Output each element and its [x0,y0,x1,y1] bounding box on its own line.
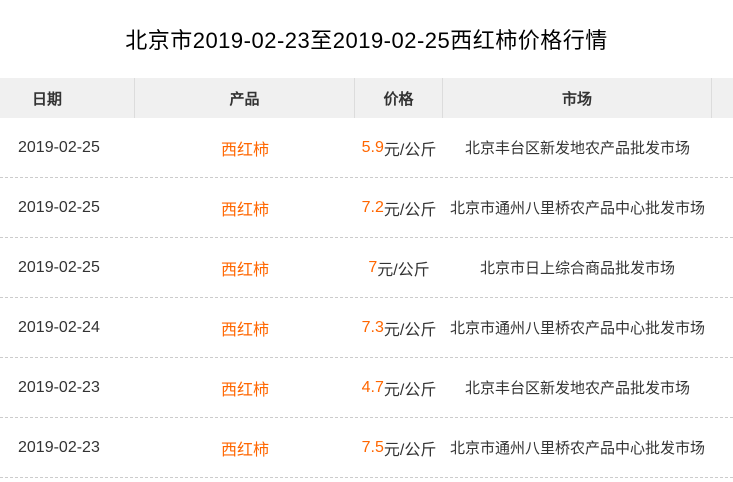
price-unit: 元/公斤 [383,441,437,459]
row-date: 2019-02-24 [18,318,100,336]
row-market: 北京市通州八里桥农产品中心批发市场 [449,440,705,457]
price-unit: 元/公斤 [383,381,437,399]
row-market: 北京丰台区新发地农产品批发市场 [464,140,690,157]
row-product: 西红柿 [220,381,269,399]
price-value: 7.5 [361,438,384,456]
row-price: 4.7 元/公斤 [355,376,443,400]
row-product: 西红柿 [220,141,269,159]
column-header-price: 价格 [355,78,443,118]
row-product: 西红柿 [220,261,269,279]
row-product: 西红柿 [220,321,269,339]
row-date: 2019-02-25 [18,258,100,276]
row-market: 北京市通州八里桥农产品中心批发市场 [449,200,705,217]
row-date: 2019-02-25 [18,198,100,216]
row-date: 2019-02-23 [18,438,100,456]
row-market: 北京市通州八里桥农产品中心批发市场 [449,320,705,337]
page-title: 北京市2019-02-23至2019-02-25西红柿价格行情 [125,28,608,53]
table-row: 2019-02-23 西红柿 4.7 元/公斤 北京丰台区新发地农产品批发市场 [0,358,733,418]
row-price: 7.2 元/公斤 [355,196,443,220]
table-header-row: 日期 产品 价格 市场 [0,78,733,118]
table-row: 2019-02-24 西红柿 7.3 元/公斤 北京市通州八里桥农产品中心批发市场 [0,298,733,358]
column-header-product: 产品 [135,78,355,118]
table-row: 2019-02-25 西红柿 7.2 元/公斤 北京市通州八里桥农产品中心批发市场 [0,178,733,238]
row-price: 7.3 元/公斤 [355,316,443,340]
title-bar: 北京市2019-02-23至2019-02-25西红柿价格行情 [0,0,733,78]
price-value: 7 [368,258,378,276]
row-date: 2019-02-23 [18,378,100,396]
price-unit: 元/公斤 [383,201,437,219]
price-unit: 元/公斤 [383,141,437,159]
table-row: 2019-02-25 西红柿 5.9 元/公斤 北京丰台区新发地农产品批发市场 [0,118,733,178]
price-value: 7.3 [361,318,384,336]
row-price: 5.9 元/公斤 [355,136,443,160]
row-product: 西红柿 [220,441,269,459]
row-market: 北京丰台区新发地农产品批发市场 [464,380,690,397]
table-body: 2019-02-25 西红柿 5.9 元/公斤 北京丰台区新发地农产品批发市场 2… [0,118,733,478]
table-row: 2019-02-25 西红柿 7 元/公斤 北京市日上综合商品批发市场 [0,238,733,298]
price-table: 日期 产品 价格 市场 2019-02-25 西红柿 5.9 元/公斤 北京丰台区… [0,78,733,478]
table-row: 2019-02-23 西红柿 7.5 元/公斤 北京市通州八里桥农产品中心批发市场 [0,418,733,478]
row-price: 7.5 元/公斤 [355,436,443,460]
row-price: 7 元/公斤 [355,256,443,280]
price-value: 5.9 [361,138,384,156]
column-header-market: 市场 [443,78,712,118]
row-product: 西红柿 [220,201,269,219]
price-value: 4.7 [361,378,384,396]
price-unit: 元/公斤 [377,261,430,279]
row-date: 2019-02-25 [18,138,100,156]
row-market: 北京市日上综合商品批发市场 [479,260,675,277]
column-header-spacer [712,78,733,118]
column-header-date: 日期 [0,78,135,118]
price-unit: 元/公斤 [383,321,437,339]
price-value: 7.2 [361,198,384,216]
